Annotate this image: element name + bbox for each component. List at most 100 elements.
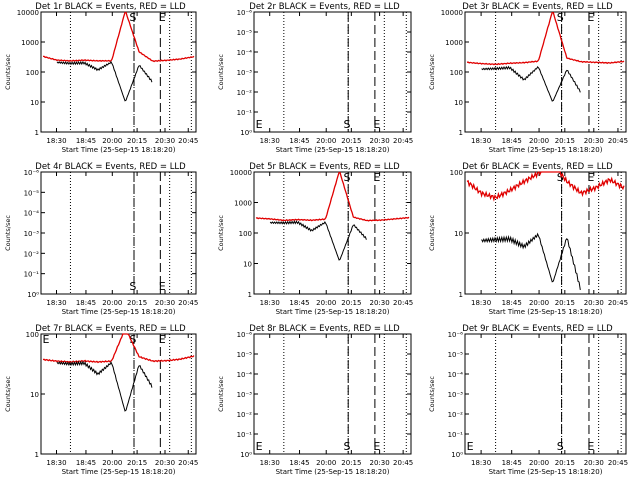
y-tick-label: 10⁻⁶	[237, 9, 253, 17]
marker-E: E	[587, 440, 594, 453]
y-tick-label: 10⁻⁵	[448, 351, 464, 359]
x-tick-label: 20:30	[370, 137, 390, 145]
plot-frame	[40, 171, 197, 295]
chart-title: Det 8r BLACK = Events, RED = LLD	[249, 324, 400, 334]
x-axis-label: Start Time (25-Sep-15 18:18:20)	[62, 468, 176, 476]
y-axis-label: Counts/sec	[4, 376, 12, 412]
lld-series	[466, 11, 625, 66]
y-tick-label: 10⁻⁶	[448, 331, 464, 339]
marker-S: S	[557, 440, 564, 453]
y-tick-label: 10⁻⁵	[237, 29, 253, 37]
x-tick-label: 18:45	[76, 299, 96, 307]
x-tick-label: 20:00	[316, 299, 336, 307]
y-tick-label: 10⁻¹	[237, 431, 253, 439]
events-series	[56, 60, 153, 102]
plot-frame	[464, 171, 627, 295]
x-axis-label: Start Time (25-Sep-15 18:18:20)	[276, 146, 390, 154]
x-tick-label: 20:30	[370, 459, 390, 467]
y-tick-label: 10⁰	[451, 451, 463, 459]
y-tick-label: 10⁻⁴	[237, 371, 253, 379]
x-tick-label: 20:00	[102, 299, 122, 307]
marker-E: E	[43, 333, 50, 346]
x-axis-label: Start Time (25-Sep-15 18:18:20)	[489, 468, 603, 476]
marker-S: S	[129, 11, 136, 24]
panel-det-4r: Det 4r BLACK = Events, RED = LLD Counts/s…	[4, 162, 198, 316]
lld-series	[43, 11, 195, 63]
events-series	[481, 65, 581, 102]
y-tick-label: 10000	[17, 9, 39, 17]
y-tick-label: 10⁻⁵	[24, 189, 40, 197]
y-tick-label: 10⁻³	[24, 230, 40, 238]
x-tick-label: 20:45	[178, 299, 198, 307]
y-axis-label: Counts/sec	[4, 215, 12, 251]
x-tick-label: 20:30	[155, 299, 175, 307]
y-tick-label: 1000	[21, 39, 39, 47]
y-tick-label: 10	[30, 391, 39, 399]
y-tick-label: 1	[459, 129, 463, 137]
marker-S: S	[557, 11, 564, 24]
x-tick-label: 18:45	[289, 299, 309, 307]
x-tick-label: 20:00	[102, 137, 122, 145]
x-tick-label: 20:30	[584, 459, 604, 467]
marker-E: E	[159, 11, 166, 24]
y-axis-label: Counts/sec	[217, 54, 225, 90]
y-tick-label: 100	[239, 230, 252, 238]
x-tick-label: 20:45	[608, 459, 628, 467]
y-tick-label: 10⁻³	[237, 391, 253, 399]
y-tick-label: 10⁻³	[448, 391, 464, 399]
x-tick-label: 20:45	[608, 137, 628, 145]
y-tick-label: 1	[248, 291, 252, 299]
panel-det-2r: Det 2r BLACK = Events, RED = LLD Counts/s…	[217, 2, 413, 154]
panel-det-5r: Det 5r BLACK = Events, RED = LLD Counts/s…	[217, 162, 413, 316]
y-tick-label: 10⁻²	[448, 411, 464, 419]
y-tick-label: 10⁻¹	[24, 271, 40, 279]
y-tick-label: 10⁻²	[237, 411, 253, 419]
marker-S: S	[343, 118, 350, 131]
x-tick-label: 20:15	[341, 299, 361, 307]
x-tick-label: 20:45	[608, 299, 628, 307]
x-tick-label: 20:45	[393, 299, 413, 307]
x-tick-label: 20:00	[102, 459, 122, 467]
panel-det-7r: Det 7r BLACK = Events, RED = LLD Counts/s…	[4, 324, 198, 476]
lld-series	[255, 171, 410, 222]
panel-det-8r: Det 8r BLACK = Events, RED = LLD Counts/s…	[217, 324, 413, 476]
x-tick-label: 20:00	[529, 137, 549, 145]
x-tick-label: 18:30	[46, 137, 66, 145]
chart-title: Det 3r BLACK = Events, RED = LLD	[462, 2, 613, 12]
x-tick-label: 18:45	[76, 137, 96, 145]
y-tick-label: 10⁻⁴	[237, 49, 253, 57]
marker-E: E	[373, 118, 380, 131]
y-tick-label: 10⁻²	[237, 89, 253, 97]
marker-S: S	[343, 440, 350, 453]
y-tick-label: 100	[26, 331, 39, 339]
y-tick-label: 10⁻⁴	[24, 210, 40, 218]
x-tick-label: 20:45	[178, 459, 198, 467]
events-series	[56, 360, 153, 412]
plot-frame	[464, 11, 627, 133]
y-tick-label: 10⁻⁶	[237, 331, 253, 339]
plot-frame	[40, 11, 197, 133]
x-tick-label: 20:15	[127, 137, 147, 145]
y-tick-label: 10⁻³	[237, 69, 253, 77]
panel-det-1r: Det 1r BLACK = Events, RED = LLD Counts/s…	[4, 2, 198, 154]
x-tick-label: 20:30	[155, 137, 175, 145]
y-tick-label: 10⁻⁶	[24, 169, 40, 177]
marker-E: E	[587, 11, 594, 24]
plot-frame	[464, 333, 627, 455]
x-tick-label: 18:30	[260, 137, 280, 145]
x-tick-label: 18:30	[471, 299, 491, 307]
marker-E: E	[159, 280, 166, 293]
x-tick-label: 20:30	[370, 299, 390, 307]
x-tick-label: 18:30	[46, 299, 66, 307]
x-tick-label: 20:15	[341, 459, 361, 467]
marker-E: E	[373, 171, 380, 184]
x-tick-label: 20:00	[316, 459, 336, 467]
y-axis-label: Counts/sec	[428, 54, 436, 90]
x-tick-label: 20:15	[555, 299, 575, 307]
y-tick-label: 10	[30, 99, 39, 107]
plot-frame	[253, 333, 412, 455]
y-tick-label: 10000	[441, 9, 463, 17]
x-tick-label: 18:30	[471, 459, 491, 467]
marker-E: E	[373, 440, 380, 453]
